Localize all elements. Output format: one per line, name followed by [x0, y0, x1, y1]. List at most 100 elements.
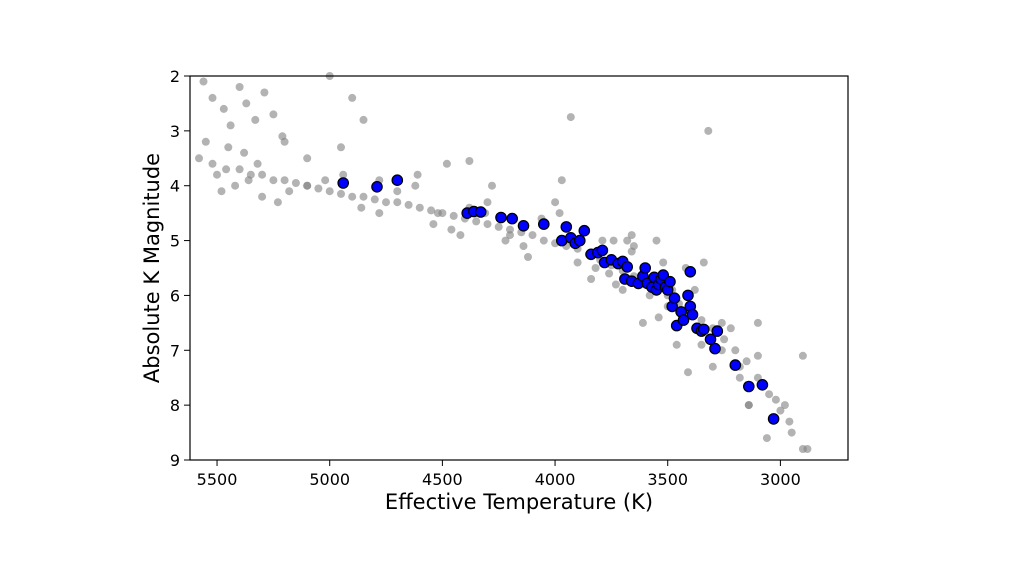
- background-point: [429, 220, 438, 229]
- background-point: [780, 401, 789, 410]
- background-point: [627, 247, 636, 256]
- background-point: [697, 340, 706, 349]
- highlight-point: [686, 308, 699, 321]
- background-point: [393, 198, 402, 207]
- highlight-point: [711, 325, 724, 337]
- background-point: [260, 88, 269, 97]
- background-point: [442, 159, 451, 168]
- background-point: [483, 198, 492, 207]
- plot-area-frame: [189, 75, 849, 461]
- background-point: [219, 104, 228, 113]
- highlight-point: [596, 244, 609, 257]
- highlight-point: [756, 378, 769, 391]
- background-point: [753, 318, 762, 327]
- background-point: [325, 187, 334, 196]
- y-tick-label: 2: [170, 67, 180, 86]
- background-point: [645, 291, 654, 300]
- background-point: [337, 189, 345, 198]
- background-point: [638, 318, 647, 327]
- background-point: [488, 181, 496, 190]
- highlight-point: [668, 292, 681, 304]
- background-point: [697, 316, 706, 325]
- background-point: [251, 115, 260, 124]
- background-point: [375, 209, 384, 218]
- background-point: [731, 346, 740, 355]
- background-point: [433, 209, 442, 218]
- background-point: [555, 209, 564, 218]
- highlight-point: [506, 212, 518, 225]
- background-point: [226, 121, 235, 130]
- highlight-point: [573, 234, 586, 247]
- background-point: [201, 137, 210, 146]
- background-point: [659, 258, 668, 267]
- background-point: [244, 176, 253, 185]
- background-point: [359, 115, 368, 124]
- highlight-point: [664, 275, 676, 288]
- background-point: [587, 275, 596, 283]
- x-tick-label: 3500: [647, 470, 688, 489]
- background-point: [690, 285, 699, 294]
- background-point: [280, 176, 289, 185]
- x-tick-label: 4500: [422, 470, 463, 489]
- background-point: [483, 220, 492, 229]
- highlight-point: [537, 218, 550, 230]
- background-point: [623, 236, 632, 245]
- background-point: [720, 335, 729, 344]
- x-tick-label: 3000: [760, 470, 801, 489]
- x-tick-label: 4000: [535, 470, 576, 489]
- background-point: [339, 170, 348, 179]
- background-point: [465, 157, 474, 165]
- background-point: [393, 187, 402, 196]
- background-point: [303, 154, 312, 163]
- background-point: [472, 217, 481, 226]
- background-point: [273, 198, 282, 207]
- y-tick-label: 3: [170, 122, 180, 141]
- background-point: [199, 77, 208, 86]
- background-point: [506, 225, 514, 234]
- y-tick-label: 6: [170, 286, 180, 305]
- x-axis-label: Effective Temperature (K): [385, 490, 653, 514]
- background-point: [744, 401, 753, 410]
- highlight-point: [729, 359, 742, 371]
- background-point: [519, 242, 528, 251]
- background-point: [528, 231, 537, 240]
- points-layer: [195, 72, 812, 453]
- y-tick-label: 5: [170, 232, 180, 251]
- background-point: [704, 126, 713, 135]
- background-point: [224, 143, 233, 152]
- background-point: [609, 236, 618, 245]
- background-point: [785, 417, 794, 426]
- background-point: [240, 148, 249, 157]
- background-point: [447, 225, 456, 234]
- background-point: [557, 176, 566, 185]
- background-point: [765, 390, 774, 399]
- background-point: [566, 113, 575, 122]
- background-point: [235, 83, 244, 91]
- x-tick-label: 5000: [309, 470, 350, 489]
- x-axis: 5500 5000 4500 4000 3500 3000: [197, 460, 801, 489]
- background-point: [359, 192, 368, 201]
- highlight-point: [621, 261, 633, 273]
- background-point: [627, 231, 636, 240]
- background-point: [222, 165, 231, 174]
- y-tick-label: 4: [170, 177, 180, 196]
- background-point: [411, 181, 420, 190]
- highlight-point: [517, 220, 530, 232]
- background-point: [735, 373, 744, 382]
- background-point: [506, 231, 514, 240]
- highlight-point: [391, 174, 404, 186]
- highlight-point: [742, 380, 755, 393]
- highlight-point: [474, 206, 487, 218]
- background-point: [348, 192, 357, 201]
- background-point: [217, 187, 226, 196]
- y-axis: 2 3 4 5 6 7 8 9: [170, 67, 190, 470]
- highlight-point: [578, 224, 591, 237]
- y-tick-label: 8: [170, 396, 180, 415]
- y-tick-label: 7: [170, 341, 180, 360]
- background-point: [269, 110, 278, 119]
- background-point: [235, 165, 244, 174]
- background-point: [258, 170, 267, 179]
- highlight-point: [639, 262, 651, 274]
